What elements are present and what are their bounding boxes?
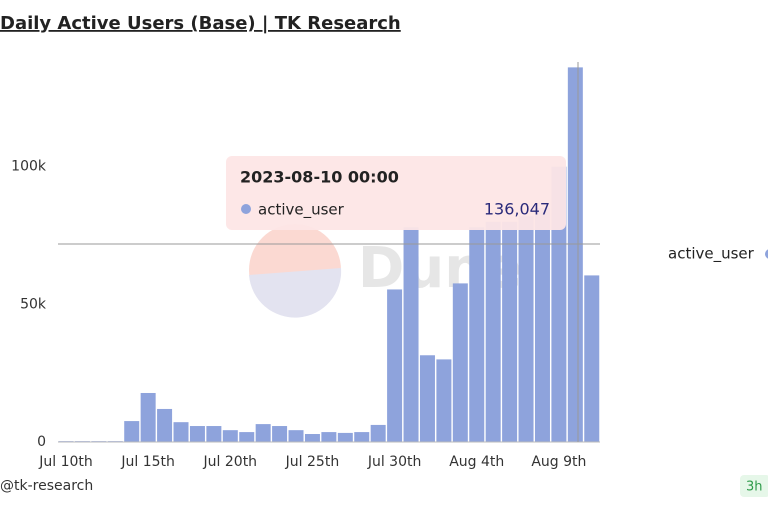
y-tick-label: 0 xyxy=(37,434,46,450)
tooltip-box xyxy=(226,156,566,230)
x-tick-label: Jul 10th xyxy=(38,454,93,470)
bar xyxy=(534,207,550,442)
bar xyxy=(403,227,419,442)
bar xyxy=(419,355,435,442)
bar xyxy=(370,424,386,442)
watermark-logo-part xyxy=(249,268,342,318)
y-tick-label: 50k xyxy=(20,296,47,312)
x-tick-label: Jul 20th xyxy=(203,454,258,470)
tooltip: 2023-08-10 00:00 active_user 136,047 xyxy=(226,156,566,230)
bar xyxy=(206,426,222,442)
bar xyxy=(518,216,534,442)
bar xyxy=(173,422,189,442)
bar xyxy=(189,426,205,442)
bar xyxy=(288,430,304,442)
bar xyxy=(157,408,173,442)
bar xyxy=(387,289,403,442)
bar xyxy=(321,432,337,442)
legend-dot xyxy=(765,249,768,259)
x-tick-label: Jul 15th xyxy=(120,454,175,470)
tooltip-title: 2023-08-10 00:00 xyxy=(240,168,399,187)
bar xyxy=(222,430,238,442)
x-tick-label: Jul 30th xyxy=(367,454,422,470)
bar xyxy=(452,283,468,442)
bar xyxy=(567,67,583,443)
tooltip-dot xyxy=(241,204,251,214)
bar xyxy=(485,221,501,442)
legend-label: active_user xyxy=(668,245,755,264)
bar xyxy=(272,426,288,442)
footer-author: @tk-research xyxy=(0,478,93,494)
bar xyxy=(469,227,485,442)
bar xyxy=(551,166,567,442)
bar xyxy=(354,432,370,442)
bar xyxy=(337,432,353,442)
bar xyxy=(239,432,255,442)
bar xyxy=(255,424,271,442)
bar xyxy=(502,221,518,442)
tooltip-value: 136,047 xyxy=(484,200,550,219)
bar xyxy=(436,359,452,442)
chart-title: Daily Active Users (Base) | TK Research xyxy=(0,13,401,34)
bar xyxy=(304,434,320,442)
tooltip-series: active_user xyxy=(258,201,345,220)
y-tick-label: 100k xyxy=(11,159,47,175)
x-tick-label: Aug 9th xyxy=(531,454,586,470)
x-tick-label: Aug 4th xyxy=(449,454,504,470)
bar xyxy=(140,392,156,442)
age-badge xyxy=(740,475,768,497)
footer-age: 3h xyxy=(746,480,763,495)
x-tick-label: Jul 25th xyxy=(285,454,340,470)
bar xyxy=(584,275,600,442)
bar xyxy=(124,421,140,442)
